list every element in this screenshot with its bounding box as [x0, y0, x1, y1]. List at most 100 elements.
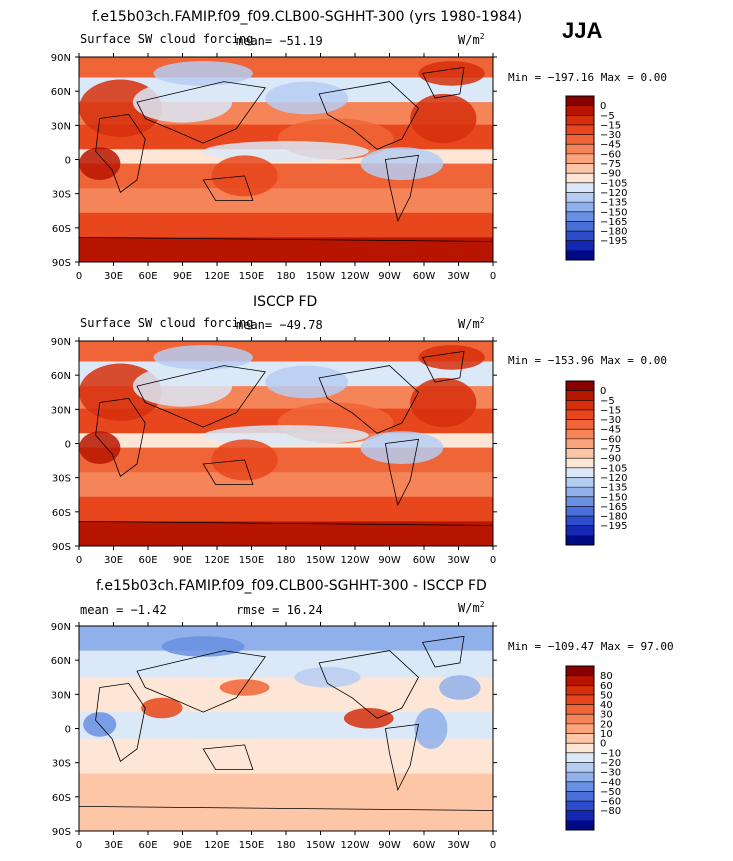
panel2-mean: mean= −49.78 [236, 318, 323, 332]
x-tick-label: 180 [276, 555, 295, 566]
y-tick-label: 0 [65, 440, 71, 451]
x-tick-label: 0 [490, 271, 496, 282]
x-tick-label: 150W [306, 555, 335, 566]
panel3-title: f.e15b03ch.FAMIP.f09_f09.CLB00-SGHHT-300… [96, 578, 487, 594]
x-tick-label: 60W [413, 840, 436, 851]
colorbar-label: −105 [600, 463, 627, 474]
field-feature [418, 345, 485, 370]
colorbar-label: −75 [600, 159, 621, 170]
coastline [384, 154, 420, 223]
x-tick-label: 120W [341, 271, 370, 282]
colorbar-label: −75 [600, 444, 621, 455]
y-tick-label: 30N [51, 405, 71, 416]
colorbar-label: −40 [600, 777, 621, 788]
y-tick-label: 60N [51, 656, 71, 667]
colorbar-swatch [566, 429, 594, 440]
colorbar-label: 0 [600, 386, 606, 397]
panel1-mean: mean= −51.19 [236, 34, 323, 48]
y-tick-label: 30N [51, 121, 71, 132]
colorbar-label: −15 [600, 405, 621, 416]
coastline [421, 66, 465, 99]
field-feature [79, 147, 121, 181]
colorbar-swatch [566, 801, 594, 812]
colorbar-label: 50 [600, 690, 613, 701]
x-tick-label: 150W [306, 840, 335, 851]
field-feature [410, 93, 477, 144]
x-tick-label: 90E [173, 555, 192, 566]
colorbar-swatch [566, 762, 594, 773]
colorbar-swatch [566, 153, 594, 164]
panel1-stats: Min = −197.16 Max = 0.00 [508, 71, 667, 84]
colorbar-label: 0 [600, 739, 606, 750]
x-tick-label: 30W [447, 555, 470, 566]
colorbar-swatch [566, 714, 594, 725]
x-tick-label: 90W [378, 555, 401, 566]
colorbar-swatch [566, 419, 594, 430]
panel2-stats: Min = −153.96 Max = 0.00 [508, 354, 667, 367]
x-tick-label: 0 [76, 840, 82, 851]
coastline [95, 397, 146, 477]
field-feature [294, 667, 361, 688]
colorbar-swatch [566, 685, 594, 696]
field-band [79, 496, 493, 522]
colorbar-swatch [566, 772, 594, 783]
colorbar-label: −30 [600, 768, 621, 779]
colorbar-swatch [566, 820, 594, 831]
units-exp: 2 [479, 32, 485, 41]
colorbar-swatch [566, 781, 594, 792]
colorbar-label: −135 [600, 483, 627, 494]
colorbar-label: −45 [600, 425, 621, 436]
field-feature [360, 147, 444, 181]
y-tick-label: 90N [51, 622, 71, 633]
panel3-rmse: rmse = 16.24 [236, 603, 323, 617]
field-feature [79, 431, 121, 464]
colorbar-swatch [566, 704, 594, 715]
colorbar-swatch [566, 202, 594, 213]
panel1-map: 0 30E 60E 90E 120E 150E 180 150W 120W 90W 60W 30W 09… [51, 53, 497, 282]
colorbar-swatch [566, 124, 594, 135]
x-tick-label: 30E [104, 271, 123, 282]
colorbar-label: 80 [600, 671, 613, 682]
x-tick-label: 90E [173, 271, 192, 282]
y-tick-label: 90S [52, 258, 71, 269]
colorbar-swatch [566, 477, 594, 488]
colorbar-swatch [566, 96, 594, 106]
coastline [136, 81, 267, 144]
field-band [79, 626, 493, 652]
y-tick-label: 90S [52, 542, 71, 553]
colorbar-swatch [566, 390, 594, 401]
coastline [421, 350, 465, 383]
colorbar-label: −45 [600, 140, 621, 151]
field-band [79, 521, 493, 546]
panel1-units: W/m2 [458, 32, 485, 47]
coastline [136, 365, 267, 428]
colorbar-label: −180 [600, 227, 627, 238]
field-band [79, 188, 493, 214]
field-band [79, 677, 493, 713]
colorbar-label: −80 [600, 806, 621, 817]
colorbar-swatch [566, 250, 594, 261]
coastline [202, 175, 254, 201]
coastline [95, 682, 146, 762]
panel2-map: 0 30E 60E 90E 120E 150E 180 150W 120W 90W 60W 30W 09… [51, 337, 497, 566]
map-field [79, 57, 493, 262]
colorbar-swatch [566, 733, 594, 744]
x-tick-label: 150E [239, 840, 264, 851]
y-tick-label: 90N [51, 337, 71, 348]
colorbar-frame [565, 95, 595, 261]
colorbar-frame [565, 380, 595, 546]
y-tick-label: 90N [51, 53, 71, 64]
colorbar-label: −150 [600, 492, 627, 503]
colorbar-label: −5 [600, 111, 615, 122]
x-tick-label: 30E [104, 840, 123, 851]
x-tick-label: 120E [204, 555, 229, 566]
field-band [79, 237, 493, 262]
x-tick-label: 30W [447, 271, 470, 282]
coastline [136, 650, 267, 713]
x-tick-label: 60W [413, 555, 436, 566]
colorbar-label: −20 [600, 758, 621, 769]
colorbar-swatch [566, 458, 594, 469]
x-tick-label: 60E [138, 271, 157, 282]
colorbar-swatch [566, 694, 594, 705]
